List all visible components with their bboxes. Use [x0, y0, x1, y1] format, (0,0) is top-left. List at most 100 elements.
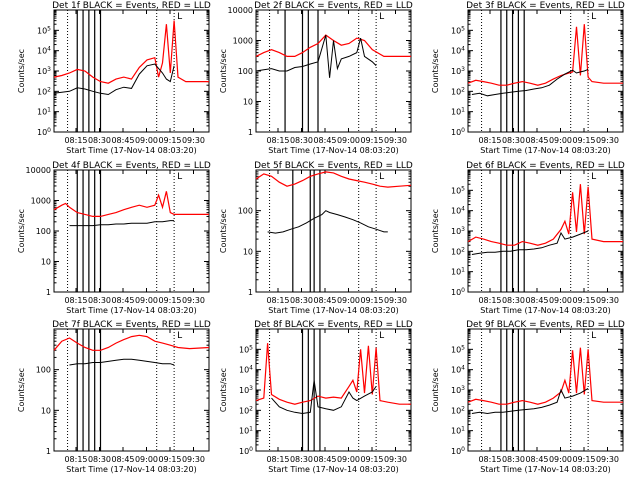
legend-mark: L [379, 331, 384, 341]
series-lld-red [53, 20, 209, 84]
x-tick-label: 08:15 [64, 136, 87, 145]
x-tick-label: 09:00 [337, 455, 360, 464]
x-tick-label: 08:45 [313, 296, 336, 305]
x-axis-label: Start Time (17-Nov-14 08:03:20) [66, 306, 196, 315]
x-tick-label: 08:30 [502, 136, 525, 145]
x-axis-label: Start Time (17-Nov-14 08:03:20) [268, 306, 398, 315]
y-tick-label: 100 [37, 127, 51, 137]
legend-mark: L [379, 172, 384, 182]
y-tick-label: 10 [243, 247, 253, 256]
x-tick-label: 08:45 [111, 296, 134, 305]
series-events-black [267, 210, 388, 234]
x-tick-label: 09:30 [182, 296, 205, 305]
legend-mark: L [379, 12, 384, 22]
x-tick-label: 08:45 [313, 136, 336, 145]
x-axis-label: Start Time (17-Nov-14 08:03:20) [480, 465, 610, 474]
y-tick-label: 101 [451, 426, 465, 436]
x-tick-label: 09:00 [549, 296, 572, 305]
x-tick-label: 08:45 [525, 455, 548, 464]
y-tick-label: 105 [37, 25, 51, 35]
y-tick-label: 105 [451, 185, 465, 195]
y-tick-label: 104 [37, 46, 51, 56]
x-tick-label: 08:15 [478, 455, 501, 464]
series-events-black [471, 68, 589, 97]
panel-7: Det 7f BLACK = Events, RED = LLD 1 10 100 08… [17, 320, 211, 474]
series-events-black [471, 387, 589, 415]
x-axis-label: Start Time (17-Nov-14 08:03:20) [66, 465, 196, 474]
y-tick-label: 100 [238, 67, 253, 76]
plot-frame [467, 328, 624, 452]
x-tick-label: 09:30 [182, 136, 205, 145]
y-tick-label: 10 [243, 98, 253, 107]
y-axis-label: Counts/sec [219, 368, 228, 412]
y-tick-label: 103 [451, 66, 465, 76]
plot-frame [467, 9, 624, 133]
series-lld-red [53, 334, 210, 351]
x-tick-label: 08:30 [88, 296, 111, 305]
y-tick-label: 100 [451, 127, 465, 137]
y-tick-label: 10000 [228, 6, 253, 15]
y-tick-label: 101 [451, 267, 465, 277]
x-tick-label: 09:15 [572, 455, 595, 464]
y-axis-label: Counts/sec [17, 368, 26, 412]
y-tick-label: 105 [451, 25, 465, 35]
legend-mark: L [591, 12, 596, 22]
y-tick-label: 1 [248, 128, 253, 137]
y-tick-label: 100 [451, 287, 465, 297]
x-tick-label: 08:45 [525, 136, 548, 145]
y-tick-label: 100 [36, 227, 51, 236]
series-lld-red [53, 191, 209, 217]
series-lld-red [467, 347, 623, 405]
y-tick-label: 103 [451, 385, 465, 395]
x-axis-label: Start Time (17-Nov-14 08:03:20) [268, 146, 398, 155]
x-tick-label: 08:30 [290, 455, 313, 464]
x-tick-label: 08:30 [502, 455, 525, 464]
x-tick-label: 09:15 [572, 296, 595, 305]
y-tick-label: 102 [37, 86, 51, 96]
panel-title: Det 8f BLACK = Events, RED = LLD [254, 320, 413, 330]
y-tick-label: 104 [239, 365, 253, 375]
y-axis-label: Counts/sec [219, 209, 228, 253]
y-axis-label: Counts/sec [17, 49, 26, 93]
x-tick-label: 08:45 [111, 455, 134, 464]
x-tick-label: 09:15 [158, 296, 181, 305]
x-tick-label: 08:45 [525, 296, 548, 305]
x-tick-label: 08:30 [290, 136, 313, 145]
x-tick-label: 09:00 [135, 136, 158, 145]
panel-9: Det 9f BLACK = Events, RED = LLD 100 101 10… [431, 320, 625, 474]
x-tick-label: 08:15 [266, 296, 289, 305]
x-tick-label: 09:00 [337, 296, 360, 305]
x-tick-label: 09:15 [360, 455, 383, 464]
y-axis-label: Counts/sec [431, 368, 440, 412]
legend-mark: L [177, 12, 182, 22]
y-tick-label: 103 [37, 66, 51, 76]
plot-frame [255, 328, 412, 452]
x-tick-label: 08:15 [266, 136, 289, 145]
panel-title: Det 7f BLACK = Events, RED = LLD [52, 320, 211, 330]
x-tick-label: 08:15 [64, 296, 87, 305]
y-tick-label: 104 [451, 46, 465, 56]
x-tick-label: 09:00 [549, 455, 572, 464]
y-tick-label: 1 [46, 288, 51, 297]
panel-title: Det 6f BLACK = Events, RED = LLD [466, 161, 625, 171]
x-tick-label: 08:15 [478, 136, 501, 145]
x-tick-label: 09:15 [158, 455, 181, 464]
y-tick-label: 103 [451, 226, 465, 236]
y-tick-label: 100 [238, 207, 253, 216]
y-tick-label: 10000 [26, 166, 51, 175]
panel-title: Det 9f BLACK = Events, RED = LLD [466, 320, 625, 330]
panel-1: Det 1f BLACK = Events, RED = LLD 100 101 10… [17, 1, 211, 155]
x-axis-label: Start Time (17-Nov-14 08:03:20) [268, 465, 398, 474]
x-tick-label: 08:15 [478, 296, 501, 305]
x-axis-label: Start Time (17-Nov-14 08:03:20) [480, 306, 610, 315]
x-tick-label: 08:15 [266, 455, 289, 464]
panel-3: Det 3f BLACK = Events, RED = LLD 100 101 10… [431, 1, 625, 155]
series-events-black [69, 358, 175, 366]
y-tick-label: 101 [239, 426, 253, 436]
panel-title: Det 1f BLACK = Events, RED = LLD [52, 1, 211, 11]
panel-4: Det 4f BLACK = Events, RED = LLD 1 10 100 10… [17, 161, 211, 315]
y-tick-label: 103 [239, 385, 253, 395]
plot-frame [255, 169, 412, 293]
x-tick-label: 09:15 [572, 136, 595, 145]
